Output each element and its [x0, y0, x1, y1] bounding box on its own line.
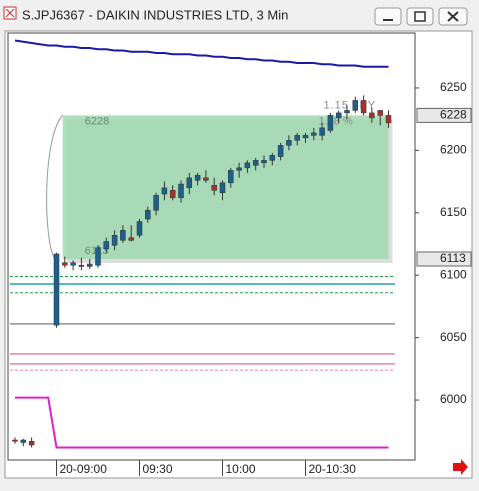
window-icon-mark	[5, 8, 15, 18]
candle-body	[327, 115, 334, 131]
y-tick-label: 6200	[440, 143, 467, 157]
y-tick-label: 6050	[440, 330, 467, 344]
candle-body	[12, 439, 18, 442]
candle-body	[86, 263, 93, 267]
candle-body	[261, 160, 267, 164]
price-label: 6113	[440, 251, 466, 265]
candle-body	[369, 112, 375, 119]
candle-body	[136, 221, 143, 236]
maximize-button[interactable]	[406, 7, 434, 26]
candle-body	[360, 100, 367, 114]
candle-body	[302, 135, 309, 139]
candle-body	[20, 439, 27, 443]
candle-body	[169, 190, 176, 199]
window-title: S.JPJ6367 - DAIKIN INDUSTRIES LTD, 3 Min	[22, 7, 288, 22]
candle-body	[194, 175, 201, 181]
candle-body	[294, 135, 300, 141]
price-box	[62, 115, 389, 259]
candle-body	[211, 185, 217, 191]
candle-body	[269, 155, 276, 161]
y-tick-label: 6250	[440, 80, 467, 94]
candle-body	[203, 177, 209, 181]
candle-body	[252, 160, 259, 166]
candle-body	[161, 187, 168, 195]
x-tick-label: 10:00	[226, 462, 256, 476]
box-change: 1.15 JPY	[324, 99, 377, 111]
x-tick-label: 20-10:30	[309, 462, 357, 476]
candle-body	[186, 177, 193, 189]
candle-body	[244, 162, 251, 169]
candle-body	[70, 262, 76, 266]
y-tick-label: 6000	[440, 392, 467, 406]
box-percent: 1.88 %	[319, 115, 353, 127]
y-tick-label: 6100	[440, 267, 467, 281]
box-connector	[46, 115, 64, 260]
candle-body	[236, 167, 242, 171]
candle-body	[62, 262, 68, 266]
candle-body	[28, 441, 35, 446]
candle-body	[103, 241, 110, 250]
candle-body	[286, 140, 292, 146]
price-label-box	[416, 251, 472, 267]
candle-body	[120, 230, 126, 241]
candle-body	[111, 235, 118, 246]
candle-body	[277, 145, 284, 157]
price-label: 6228	[440, 108, 467, 122]
candle-body	[228, 170, 234, 184]
candle-body	[53, 253, 60, 326]
candle-body	[178, 183, 184, 199]
candle-body	[78, 264, 85, 267]
candle-body	[377, 110, 383, 116]
close-icon	[447, 11, 459, 22]
candle-body	[219, 182, 226, 194]
candle-body	[311, 132, 317, 136]
scroll-arrow[interactable]	[453, 459, 468, 475]
candle-body	[153, 195, 159, 211]
minimize-button[interactable]	[374, 7, 402, 26]
candle-body	[344, 110, 350, 114]
box-high-label: 6228	[85, 115, 109, 127]
maximize-icon	[414, 11, 426, 22]
candle-body	[352, 100, 359, 111]
indicator-line	[15, 396, 389, 449]
indicator-line	[14, 39, 389, 68]
x-tick-label: 09:30	[143, 462, 173, 476]
y-tick-label: 6150	[440, 205, 467, 219]
candle-body	[385, 115, 392, 124]
x-tick-label: 20-09:00	[60, 462, 108, 476]
price-label-box	[416, 107, 472, 123]
candle-body	[95, 247, 101, 266]
candle-body	[128, 237, 134, 241]
candle-body	[145, 210, 151, 220]
candle-body	[319, 127, 325, 136]
candle-body	[335, 112, 342, 119]
